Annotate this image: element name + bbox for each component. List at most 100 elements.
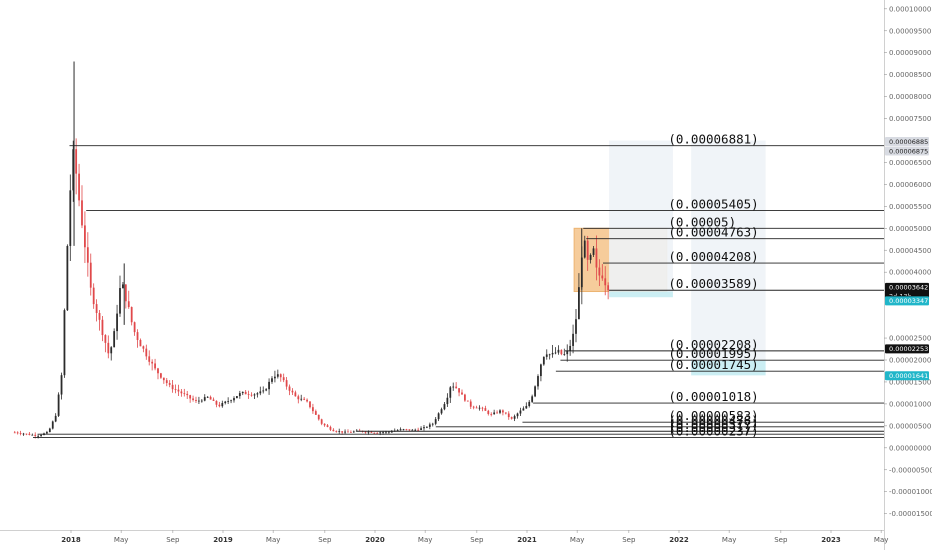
price-badge [885,344,929,354]
candle-body [279,374,282,378]
candle-body [326,425,329,427]
candle-body [92,287,95,305]
level-label: (0.00001745) [668,357,758,372]
candle-body [116,313,118,332]
level-label: (0.0000031) [668,420,751,435]
candle-body [262,390,265,392]
candle-body [69,190,72,246]
y-tick-label: 0.00006000 [889,181,931,189]
candle-body [63,310,66,376]
level-label: (0.00003589) [668,276,758,291]
y-tick-label: 0.00009000 [889,49,931,57]
y-tick-label: 0.00002000 [889,357,931,365]
y-tick-label: 0.00001500 [889,378,931,386]
candle-body [461,392,463,395]
candle-body [66,245,69,311]
candle-body [484,408,487,411]
candle-body [285,380,288,387]
candle-body [417,429,420,431]
candle-body [22,433,25,435]
y-tick-label: 0.00000500 [889,422,931,430]
candle-body [95,304,98,313]
candle-body [516,413,519,417]
candle-body [355,430,358,432]
candle-body [382,432,384,434]
price-badge [885,371,929,381]
candle-body [282,377,285,381]
x-tick-label: May [722,536,736,544]
candle-body [168,383,171,385]
candle-body [604,278,607,286]
price-axis[interactable]: 0.00010000 0.00009500 0.00009000 0.00008500… [884,0,932,550]
candle-body [148,356,151,362]
level-label: (0.00000583) [668,408,758,423]
candle-body [37,435,40,437]
y-tick-label: 0.00005500 [889,203,931,211]
candle-body [370,431,373,433]
time-axis[interactable]: 2018 May Sep 2019 May Sep 2020 May Sep 2021 May Sep… [0,530,888,544]
candle-body [81,200,83,226]
level-label: (0.00000377) [668,417,758,432]
candle-body [183,393,186,395]
candle-body [244,391,247,395]
candle-body [57,394,60,416]
x-tick-label: 2021 [517,536,537,544]
candle-body [344,431,346,433]
candle-body [48,428,51,433]
candle-body [329,426,332,430]
level-label: (0.00004763) [668,225,758,240]
candle-body [113,331,116,348]
candle-body [493,412,496,415]
candle-body [54,415,57,422]
levels-layer: (0.00006881)(0.00005405)(0.00005)(0.0000… [33,132,884,438]
candle-body [481,407,484,409]
candle-body [288,386,291,391]
price-badge-label: 0.00002253 [889,345,928,353]
candle-body [195,399,197,401]
candle-body [84,225,86,248]
candle-body [578,287,580,320]
candle-body [317,414,320,420]
candle-body [136,332,139,340]
y-tick-label: 0.00009500 [889,27,931,35]
candle-body [589,254,592,260]
candle-body [323,423,326,426]
candle-body [443,404,446,410]
candle-body [145,348,148,357]
candle-body [411,429,414,431]
y-tick-label: 0.00006500 [889,159,931,167]
candle-body [233,398,235,401]
candle-body [592,248,595,255]
candle-body [367,431,370,433]
candle-body [341,431,344,433]
candle-body [478,407,481,409]
candle-body [89,262,92,288]
candle-body [86,247,89,263]
candle-body [572,333,574,346]
x-tick-label: 2022 [669,536,689,544]
candle-body [507,413,510,418]
candle-body [583,240,586,258]
candle-body [545,354,548,357]
zone-light-2 [609,140,673,292]
candle-body [376,432,379,434]
candle-body [379,432,382,434]
candle-body [335,431,338,432]
candle-body [75,149,78,174]
x-tick-label: 2019 [213,536,233,544]
candle-body [212,399,215,401]
candle-body [274,376,276,379]
candle-body [426,426,428,428]
candle-body [446,397,449,405]
candle-body [78,173,80,201]
candle-body [160,373,162,378]
candle-body [347,431,349,433]
candle-body [25,433,28,435]
candle-body [458,388,460,393]
candle-body [542,356,545,365]
candle-body [209,396,212,400]
candle-body [569,345,572,351]
level-label: (0.00001018) [668,389,758,404]
